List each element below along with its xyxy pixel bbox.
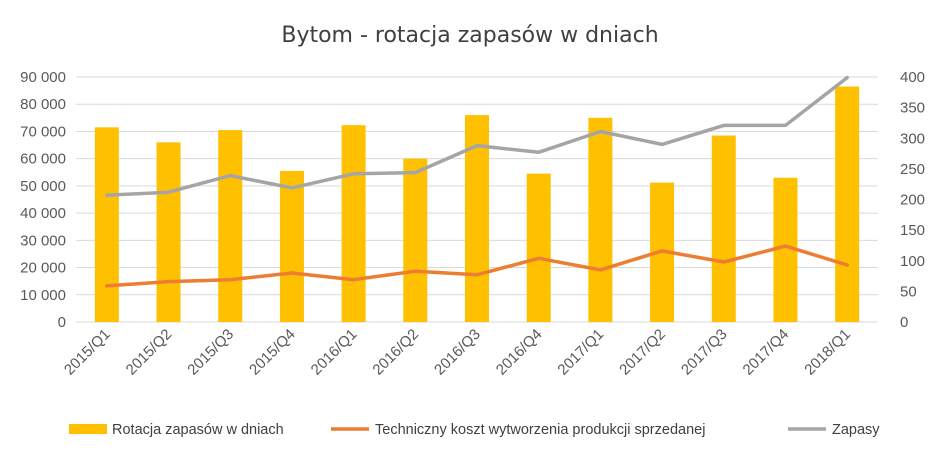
right-tick-label: 0 (900, 314, 908, 331)
left-tick-label: 60 000 (20, 151, 66, 168)
right-tick-label: 250 (900, 161, 925, 178)
bar (403, 158, 428, 322)
x-tick-label: 2018/Q1 (801, 326, 854, 379)
right-tick-label: 150 (900, 222, 925, 239)
right-tick-label: 50 (900, 283, 917, 300)
right-tick-label: 350 (900, 100, 925, 117)
left-tick-label: 0 (58, 314, 66, 331)
x-tick-label: 2017/Q3 (678, 326, 731, 379)
right-tick-label: 200 (900, 192, 925, 209)
left-tick-label: 20 000 (20, 260, 66, 277)
legend-label-zapasy: Zapasy (832, 422, 880, 438)
left-tick-label: 30 000 (20, 232, 66, 249)
left-tick-label: 70 000 (20, 123, 66, 140)
legend-label-koszt: Techniczny koszt wytworzenia produkcji s… (375, 422, 705, 438)
legend-swatch-rotacja (69, 424, 107, 434)
left-tick-label: 10 000 (20, 287, 66, 304)
bar (218, 130, 243, 322)
bar (156, 142, 181, 322)
x-tick-label: 2017/Q1 (555, 326, 608, 379)
chart-title: Bytom - rotacja zapasów w dniach (281, 23, 658, 48)
x-tick-label: 2015/Q4 (246, 326, 299, 379)
x-tick-label: 2016/Q2 (369, 326, 422, 379)
right-tick-label: 300 (900, 130, 925, 147)
koszt-line (105, 244, 849, 288)
bar (279, 170, 304, 322)
bar (588, 117, 613, 322)
bar (526, 173, 551, 322)
x-tick-label: 2015/Q2 (123, 326, 176, 379)
x-axis: 2015/Q1 2015/Q2 2015/Q3 2015/Q4 2016/Q1 2016/… (61, 326, 854, 379)
right-tick-label: 400 (900, 69, 925, 86)
left-tick-label: 90 000 (20, 69, 66, 86)
zapasy-line (105, 75, 849, 197)
right-tick-label: 100 (900, 253, 925, 270)
bar (94, 127, 119, 322)
left-tick-label: 50 000 (20, 178, 66, 195)
right-axis: 0 50 100 150 200 250 300 350 400 (900, 69, 925, 331)
left-tick-label: 40 000 (20, 205, 66, 222)
x-tick-label: 2017/Q2 (616, 326, 669, 379)
x-tick-label: 2017/Q4 (740, 326, 793, 379)
x-tick-label: 2015/Q3 (184, 326, 237, 379)
bar (711, 135, 736, 322)
x-tick-label: 2016/Q4 (493, 326, 546, 379)
line-series (105, 75, 849, 288)
bar (341, 125, 366, 322)
left-tick-label: 80 000 (20, 96, 66, 113)
legend: Rotacja zapasów w dniach Techniczny koszt… (69, 422, 880, 438)
bar (835, 86, 860, 323)
left-axis: 0 10 000 20 000 30 000 40 000 50 000 60 000 70 … (20, 69, 66, 331)
bar-series (94, 86, 860, 323)
x-tick-label: 2015/Q1 (61, 326, 114, 379)
x-tick-label: 2016/Q1 (308, 326, 361, 379)
x-tick-label: 2016/Q3 (431, 326, 484, 379)
legend-label-rotacja: Rotacja zapasów w dniach (112, 422, 284, 438)
